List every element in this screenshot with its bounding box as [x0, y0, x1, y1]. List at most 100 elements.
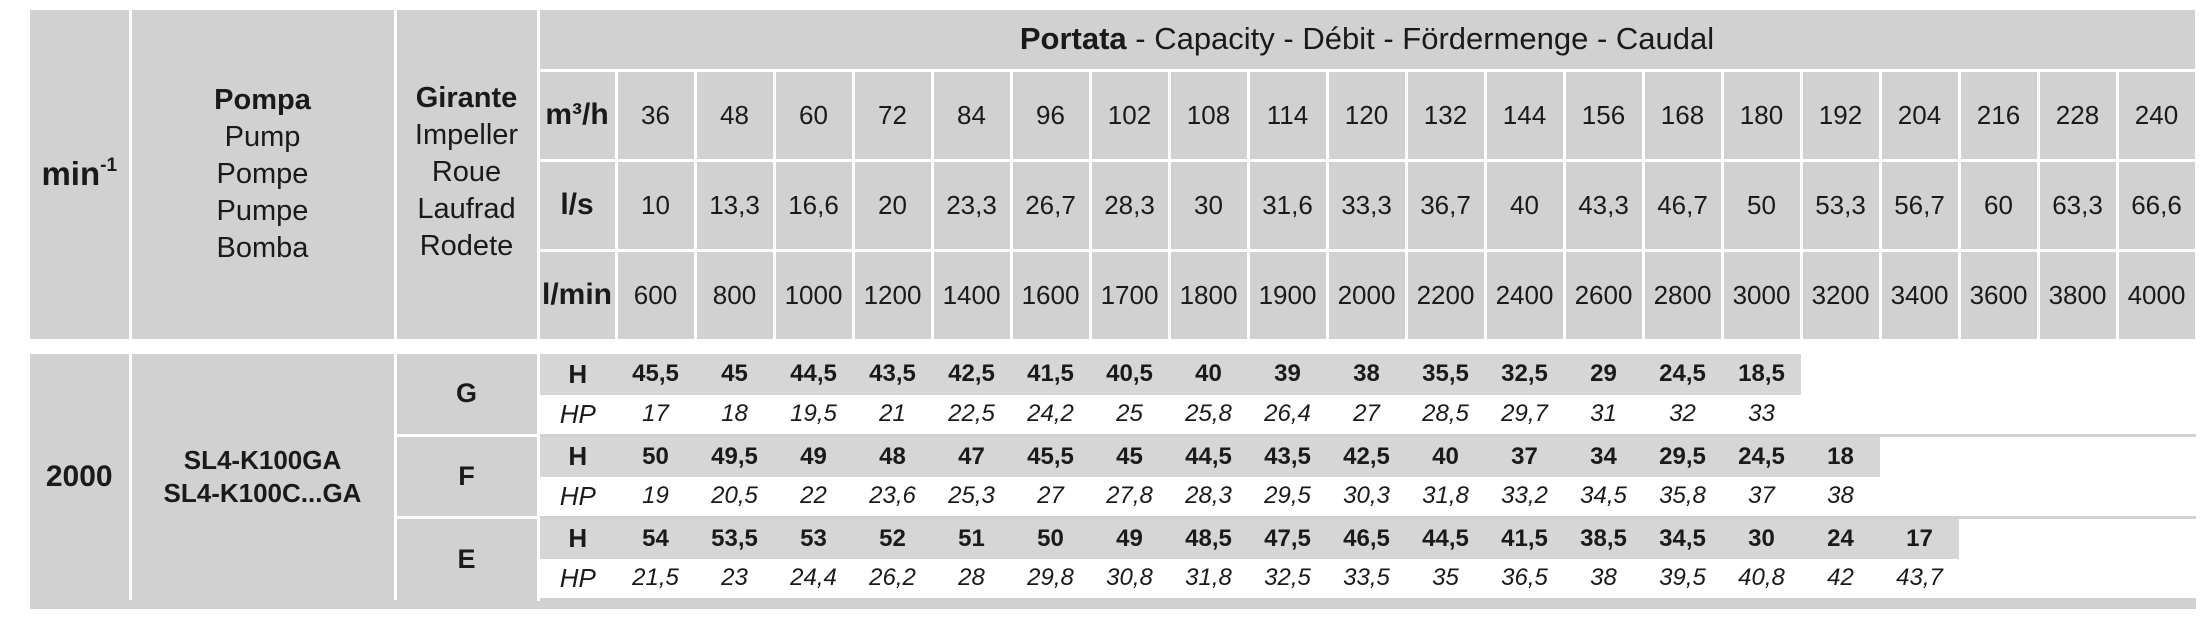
value-cell: 34,5	[1564, 476, 1643, 519]
pump-model-name: SL4-K100C...GA	[163, 477, 362, 508]
value-cell: 29,7	[1485, 394, 1564, 437]
value-cell: 50	[1011, 517, 1090, 559]
value-cell: 35,5	[1406, 353, 1485, 395]
value-cell: 49	[1090, 517, 1169, 559]
value-cell: 30,8	[1090, 558, 1169, 601]
value-cell: 43,5	[1248, 435, 1327, 477]
pump-performance-table: min-1 Pompa Pump Pompe Pumpe Bomba Giran…	[30, 10, 2198, 609]
value-cell: 23	[695, 558, 774, 601]
value-cell: 46,5	[1327, 517, 1406, 559]
capacity-ls-cell: 66,6	[2117, 160, 2198, 252]
capacity-lmin-cell: 2400	[1485, 250, 1566, 342]
value-cell: 31	[1564, 394, 1643, 437]
value-cell	[1880, 476, 1959, 519]
value-cell: 38	[1564, 558, 1643, 601]
impeller-label-de: Laufrad	[417, 193, 516, 225]
capacity-ls-cell: 28,3	[1090, 160, 1171, 252]
value-cell: 38,5	[1564, 517, 1643, 559]
value-cell: 40	[1406, 435, 1485, 477]
value-cell: 44,5	[1169, 435, 1248, 477]
value-cell: 26,4	[1248, 394, 1327, 437]
capacity-m3h-cell: 96	[1011, 70, 1092, 162]
value-cell	[2038, 476, 2117, 519]
value-cell: 43,5	[853, 353, 932, 395]
value-cell: 33	[1722, 394, 1801, 437]
rpm-exponent: -1	[100, 155, 118, 177]
capacity-m3h-cell: 102	[1090, 70, 1171, 162]
value-cell: 34	[1564, 435, 1643, 477]
value-cell: 53,5	[695, 517, 774, 559]
value-cell: 22,5	[932, 394, 1011, 437]
value-cell	[2117, 435, 2196, 477]
unit-ls: l/s	[538, 160, 618, 252]
capacity-lmin-cell: 1900	[1248, 250, 1329, 342]
capacity-m3h-cell: 156	[1564, 70, 1645, 162]
value-cell: 28,5	[1406, 394, 1485, 437]
value-cell: 29	[1564, 353, 1643, 395]
capacity-lmin-cell: 4000	[2117, 250, 2198, 342]
capacity-ls-cell: 43,3	[1564, 160, 1645, 252]
value-cell: 18	[1801, 435, 1880, 477]
capacity-ls-cell: 20	[853, 160, 934, 252]
impeller-f-label: F	[395, 435, 540, 519]
value-cell: 44,5	[774, 353, 853, 395]
capacity-lmin-cell: 1600	[1011, 250, 1092, 342]
value-cell: 42	[1801, 558, 1880, 601]
capacity-lmin-cell: 1400	[932, 250, 1013, 342]
value-cell: 17	[616, 394, 695, 437]
capacity-ls-cell: 56,7	[1880, 160, 1961, 252]
unit-m3h: m³/h	[538, 70, 618, 162]
strip-cell	[616, 599, 695, 609]
value-cell: 49,5	[695, 435, 774, 477]
strip-cell	[932, 599, 1011, 609]
value-cell: 28,3	[1169, 476, 1248, 519]
value-cell: 40,8	[1722, 558, 1801, 601]
capacity-m3h-cell: 84	[932, 70, 1013, 162]
pump-label-fr: Pompe	[216, 157, 309, 190]
capacity-m3h-cell: 114	[1248, 70, 1329, 162]
value-cell: 42,5	[1327, 435, 1406, 477]
capacity-ls-cell: 26,7	[1011, 160, 1092, 252]
value-cell: 24,4	[774, 558, 853, 601]
strip-cell	[1327, 599, 1406, 609]
value-cell: 24	[1801, 517, 1880, 559]
value-cell: 36,5	[1485, 558, 1564, 601]
value-cell	[1880, 394, 1959, 437]
capacity-lmin-cell: 3000	[1722, 250, 1803, 342]
value-cell	[2038, 353, 2117, 395]
capacity-title-bold: Portata	[1019, 21, 1127, 57]
strip-cell	[1564, 599, 1643, 609]
strip-cell	[1722, 599, 1801, 609]
value-cell: 41,5	[1485, 517, 1564, 559]
capacity-ls-cell: 60	[1959, 160, 2040, 252]
value-cell: 33,5	[1327, 558, 1406, 601]
value-cell: 47	[932, 435, 1011, 477]
value-cell	[1959, 394, 2038, 437]
capacity-lmin-cell: 800	[695, 250, 776, 342]
value-cell: 35,8	[1643, 476, 1722, 519]
value-cell: 31,8	[1169, 558, 1248, 601]
row-label-h: H	[538, 353, 616, 395]
capacity-m3h-cell: 144	[1485, 70, 1566, 162]
capacity-ls-cell: 50	[1722, 160, 1803, 252]
capacity-ls-cell: 53,3	[1801, 160, 1882, 252]
strip-cell	[1248, 599, 1327, 609]
value-cell: 45,5	[616, 353, 695, 395]
capacity-lmin-cell: 2000	[1327, 250, 1408, 342]
performance-row-g-h: 2000 SL4-K100GA SL4-K100C...GA G H 45,5 45 44,5…	[30, 353, 2196, 600]
capacity-ls-cell: 33,3	[1327, 160, 1408, 252]
performance-row-g-hp: HP 17 18 19,5 21 22,5 24,2 25 25,8 26,4 27 28,5 29,7…	[30, 394, 2196, 437]
value-cell: 28	[932, 558, 1011, 601]
capacity-ls-cell: 36,7	[1406, 160, 1487, 252]
capacity-lmin-cell: 2600	[1564, 250, 1645, 342]
value-cell: 32,5	[1248, 558, 1327, 601]
value-cell: 25,8	[1169, 394, 1248, 437]
value-cell	[1959, 517, 2038, 559]
value-cell: 22	[774, 476, 853, 519]
pump-label-de: Pumpe	[216, 194, 309, 227]
value-cell	[2038, 394, 2117, 437]
value-cell: 29,5	[1248, 476, 1327, 519]
capacity-lmin-cell: 3200	[1801, 250, 1882, 342]
performance-row-e-hp: HP 21,5 23 24,4 26,2 28 29,8 30,8 31,8 32,5 33,5 35…	[30, 558, 2196, 601]
value-cell: 48	[853, 435, 932, 477]
